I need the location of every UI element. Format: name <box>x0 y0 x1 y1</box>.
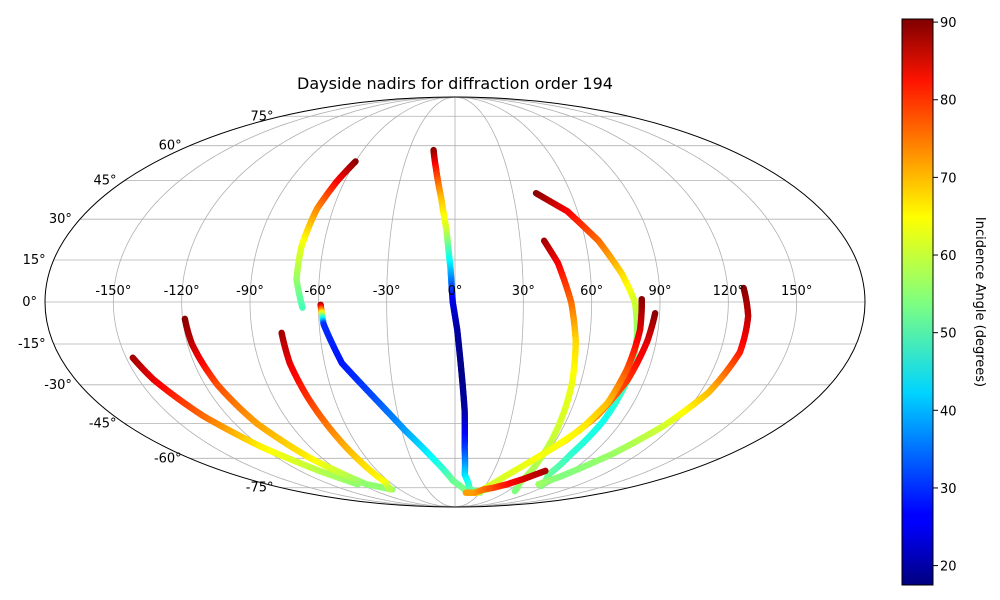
longitude-tick-label: 150° <box>781 284 812 299</box>
colorbar-tick-label: 50 <box>940 327 957 342</box>
data-point <box>540 450 547 458</box>
data-point <box>535 481 542 488</box>
colorbar-gradient <box>901 18 934 586</box>
longitude-tick-label: -30° <box>373 284 401 299</box>
colorbar: 20 30 40 50 60 70 80 90 Incidence Angle (degree… <box>901 16 987 586</box>
colorbar-tick-label: 40 <box>940 404 957 419</box>
latitude-tick-label: -30° <box>44 378 72 393</box>
latitude-tick-label: 30° <box>49 212 72 227</box>
longitude-tick-label: 120° <box>713 284 744 299</box>
latitude-tick-label: 60° <box>159 139 182 154</box>
latitude-tick-label: 45° <box>94 174 117 189</box>
colorbar-tick-label: 70 <box>940 171 957 186</box>
colorbar-tick-label: 20 <box>940 560 957 575</box>
longitude-tick-label: 90° <box>648 284 671 299</box>
longitude-tick-label: 60° <box>580 284 603 299</box>
longitude-tick-label: 30° <box>512 284 535 299</box>
latitude-tick-label: -45° <box>89 416 117 431</box>
colorbar-label: Incidence Angle (degrees) <box>972 217 987 387</box>
longitude-tick-label: -60° <box>304 284 332 299</box>
colorbar-tick-label: 30 <box>940 482 957 497</box>
latitude-tick-label: -15° <box>18 337 46 352</box>
data-point <box>387 486 394 493</box>
latitude-tick-label: -60° <box>154 451 182 466</box>
latitude-tick-label: -75° <box>246 481 274 496</box>
colorbar-tick-label: 60 <box>940 249 957 264</box>
longitude-tick-label: 0° <box>448 284 463 299</box>
longitude-tick-labels: -150° -120° -90° -60° -30° 0° 30° 60° 90° 120° 150… <box>95 284 812 299</box>
longitude-tick-label: -90° <box>236 284 264 299</box>
data-point <box>542 467 549 475</box>
data-points <box>129 146 752 496</box>
data-point <box>511 487 519 495</box>
latitude-tick-label: 0° <box>22 295 37 310</box>
latitude-tick-label: 75° <box>250 109 273 124</box>
colorbar-tick-label: 80 <box>940 94 957 109</box>
latitude-tick-label: 15° <box>23 253 46 268</box>
data-point <box>299 304 306 311</box>
colorbar-tick-label: 90 <box>940 16 957 31</box>
chart-title: Dayside nadirs for diffraction order 194 <box>297 74 613 93</box>
colorbar-ticks: 20 30 40 50 60 70 80 90 <box>933 16 957 575</box>
longitude-tick-label: -150° <box>95 284 131 299</box>
longitude-tick-label: -120° <box>164 284 200 299</box>
